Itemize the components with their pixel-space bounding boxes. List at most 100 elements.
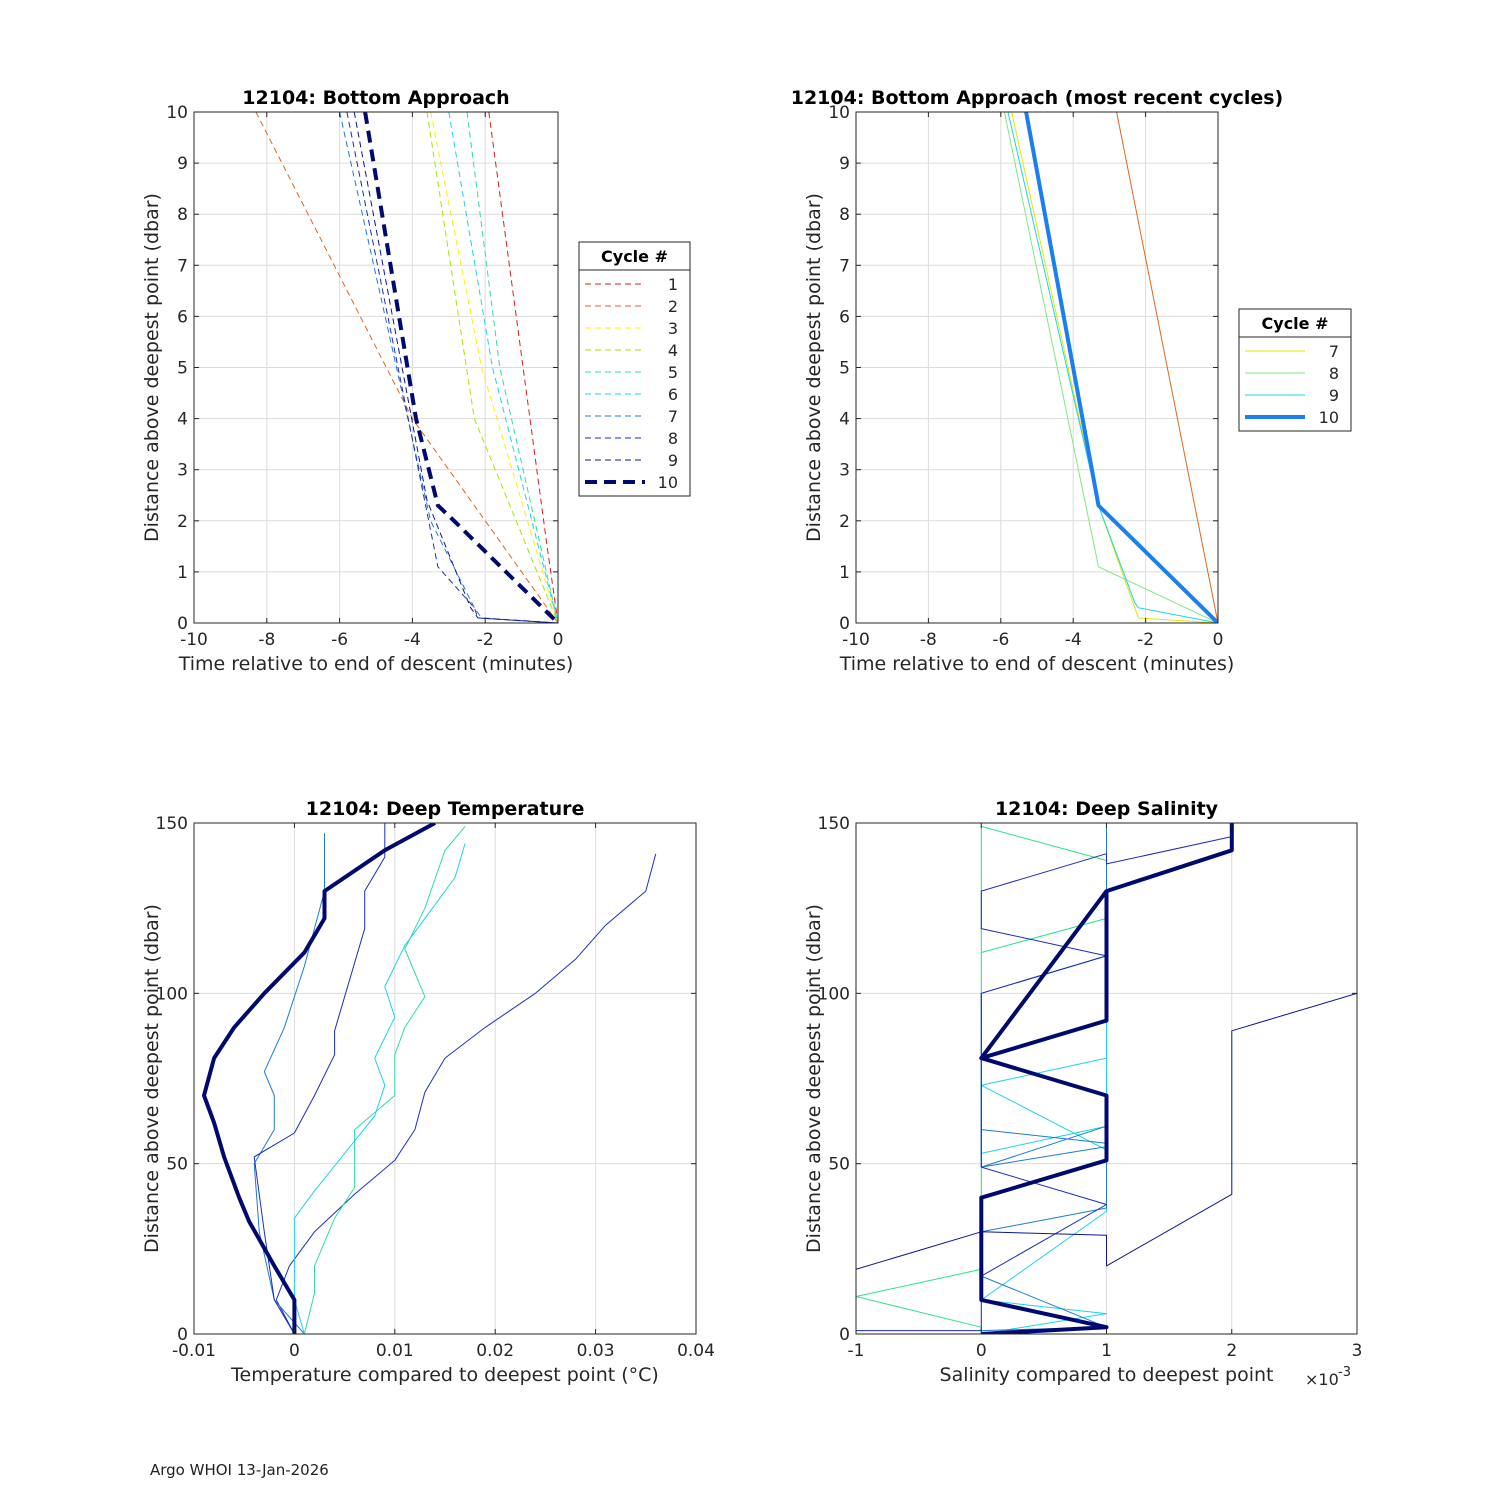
series-line-cycle-10 [202, 823, 436, 1334]
y-tick-label: 50 [166, 1155, 188, 1175]
series-line-cycle-6 [448, 112, 558, 623]
series-line-cycle-9 [1007, 112, 1218, 623]
legend-label-cycle-6: 6 [668, 385, 678, 404]
legend-title: Cycle # [601, 247, 668, 266]
legend-label-cycle-9: 9 [1329, 386, 1339, 405]
series-line-cycle-10 [1024, 112, 1218, 623]
y-tick-label: 3 [839, 461, 850, 481]
x-tick-label: -10 [842, 630, 870, 650]
x-tick-label: -6 [331, 630, 348, 650]
x-tick-label: 0 [553, 630, 564, 650]
x-axis-label: Time relative to end of descent (minutes… [839, 653, 1235, 675]
x-tick-label: -0.01 [172, 1341, 216, 1361]
legend-label-cycle-5: 5 [668, 363, 678, 382]
x-tick-label: 3 [1352, 1341, 1363, 1361]
y-tick-label: 8 [177, 205, 188, 225]
y-tick-label: 150 [818, 814, 850, 834]
series-line-cycle-5 [466, 112, 558, 623]
series-line-cycle-a [275, 853, 657, 1334]
y-tick-label: 9 [177, 154, 188, 174]
series-group [856, 823, 1357, 1334]
y-tick-label: 9 [839, 154, 850, 174]
y-tick-label: 2 [839, 512, 850, 532]
x-tick-label: 0 [289, 1341, 300, 1361]
series-line-cycle-10 [979, 823, 1234, 1334]
x-axis-multiplier: ×10 [1305, 1370, 1339, 1389]
legend-box [1238, 308, 1352, 432]
y-tick-label: 6 [177, 307, 188, 327]
legend: Cycle #7 8 9 10 [1238, 308, 1352, 432]
x-tick-label: -1 [848, 1341, 865, 1361]
x-tick-label: -4 [404, 630, 421, 650]
y-tick-label: 5 [177, 359, 188, 379]
series-line-cycle-blue8 [856, 823, 1357, 1332]
series-line-cycle-c [253, 823, 386, 1334]
legend-label-cycle-9: 9 [668, 451, 678, 470]
y-tick-label: 7 [177, 256, 188, 276]
footer-credit: Argo WHOI 13-Jan-2026 [150, 1461, 329, 1479]
y-axis-label: Distance above deepest point (dbar) [803, 193, 825, 542]
chart-title: 12104: Bottom Approach (most recent cycl… [791, 87, 1284, 109]
y-tick-label: 4 [177, 410, 188, 430]
chart-title: 12104: Deep Salinity [995, 798, 1219, 820]
series-line-cycle-2 [255, 112, 558, 623]
legend-label-cycle-1: 1 [668, 275, 678, 294]
y-tick-label: 10 [166, 103, 188, 123]
legend-label-cycle-8: 8 [668, 429, 678, 448]
x-tick-label: 0.04 [677, 1341, 715, 1361]
x-tick-label: 0.02 [476, 1341, 514, 1361]
x-tick-label: 2 [1226, 1341, 1237, 1361]
x-axis-label: Temperature compared to deepest point (°… [230, 1364, 659, 1386]
series-line-cycle-9 [353, 112, 558, 623]
y-tick-label: 0 [177, 1325, 188, 1345]
series-line-cycle-4 [426, 112, 558, 623]
y-tick-label: 150 [156, 814, 188, 834]
x-tick-label: 0.01 [376, 1341, 414, 1361]
x-tick-label: -2 [477, 630, 494, 650]
series-line-cycle-10 [363, 112, 558, 623]
series-line-cycle-8 [1003, 112, 1218, 623]
legend-label-cycle-7: 7 [1329, 342, 1339, 361]
x-tick-label: 0.03 [577, 1341, 615, 1361]
legend: Cycle #1 2 3 4 5 6 7 8 9 10 [578, 241, 691, 497]
series-group [255, 112, 558, 623]
x-tick-label: -2 [1137, 630, 1154, 650]
x-tick-label: 0 [1213, 630, 1224, 650]
legend-label-cycle-10: 10 [658, 473, 678, 492]
x-tick-label: -8 [258, 630, 275, 650]
series-group [1003, 112, 1218, 623]
axes-box [193, 822, 697, 1335]
x-axis-label: Salinity compared to deepest point [940, 1364, 1274, 1386]
x-tick-label: -6 [992, 630, 1009, 650]
y-tick-label: 8 [839, 205, 850, 225]
y-tick-label: 0 [177, 614, 188, 634]
chart-title: 12104: Bottom Approach [242, 87, 509, 109]
y-tick-label: 4 [839, 410, 850, 430]
series-line-cycle-e [293, 843, 466, 1334]
y-tick-label: 100 [818, 984, 850, 1004]
chart-title: 12104: Deep Temperature [306, 798, 585, 820]
y-tick-label: 7 [839, 256, 850, 276]
series-line-cycle-6 [1116, 112, 1218, 623]
legend-label-cycle-4: 4 [668, 341, 678, 360]
y-tick-label: 100 [156, 984, 188, 1004]
x-tick-label: 0 [976, 1341, 987, 1361]
y-tick-label: 10 [828, 103, 850, 123]
y-tick-label: 3 [177, 461, 188, 481]
legend-label-cycle-8: 8 [1329, 364, 1339, 383]
legend-label-cycle-3: 3 [668, 319, 678, 338]
y-axis-label: Distance above deepest point (dbar) [141, 904, 163, 1253]
legend-label-cycle-7: 7 [668, 407, 678, 426]
y-tick-label: 0 [839, 1325, 850, 1345]
y-tick-label: 1 [177, 563, 188, 583]
legend-label-cycle-10: 10 [1319, 408, 1339, 427]
x-axis-exponent: -3 [1338, 1365, 1351, 1380]
x-tick-label: -10 [180, 630, 208, 650]
series-line-cycle-7 [1011, 112, 1218, 623]
x-tick-label: -8 [920, 630, 937, 650]
y-tick-label: 0 [839, 614, 850, 634]
y-tick-label: 50 [828, 1155, 850, 1175]
